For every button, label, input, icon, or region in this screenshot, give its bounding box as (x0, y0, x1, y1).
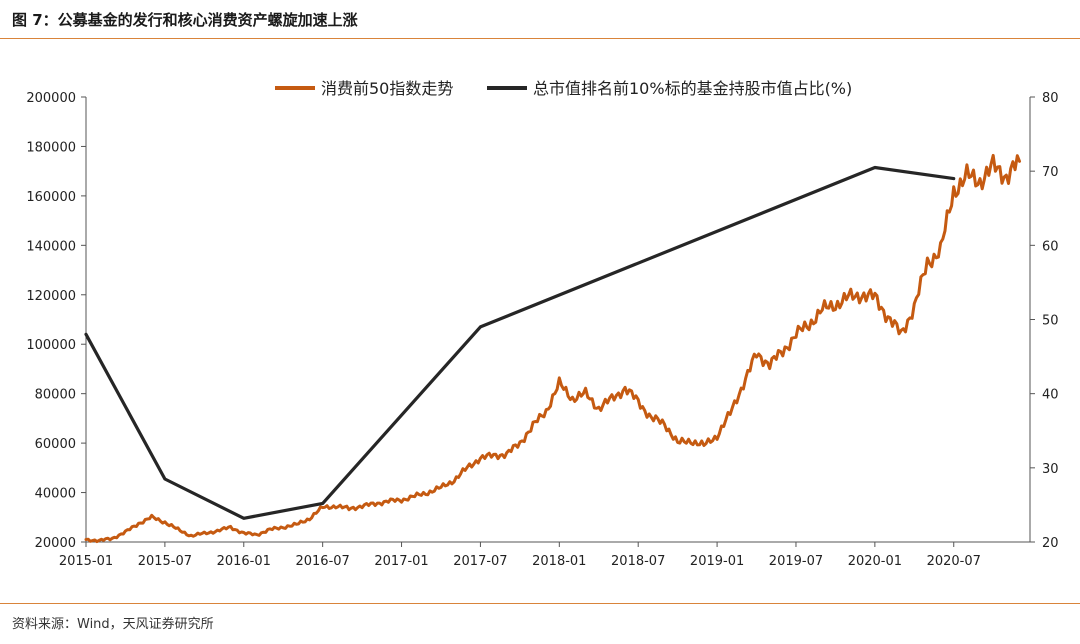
left-tick-label: 60000 (35, 437, 76, 452)
x-tick-label: 2016-07 (295, 554, 349, 569)
x-tick-label: 2017-01 (374, 554, 428, 569)
left-tick-label: 180000 (26, 140, 76, 155)
axes: 20000 40000 60000 80000 100000 120000 140000 16… (26, 91, 1058, 569)
x-tick-label: 2019-01 (690, 554, 744, 569)
left-tick-label: 100000 (26, 338, 76, 353)
x-tick-label: 2020-01 (848, 554, 902, 569)
legend-item-index: 消费前50指数走势 (275, 79, 453, 98)
source-note: 资料来源：Wind，天风证券研究所 (12, 617, 214, 632)
x-tick-label: 2018-07 (611, 554, 665, 569)
legend-label: 总市值排名前10%标的基金持股市值占比(%) (533, 79, 852, 98)
left-tick-label: 20000 (35, 536, 76, 551)
x-tick-label: 2015-07 (138, 554, 192, 569)
left-tick-label: 200000 (26, 91, 76, 106)
right-tick-label: 20 (1042, 536, 1059, 551)
left-tick-label: 160000 (26, 190, 76, 205)
series-line-share (84, 165, 956, 520)
legend-label: 消费前50指数走势 (321, 79, 453, 98)
series-line-index (84, 153, 1021, 544)
legend-item-share: 总市值排名前10%标的基金持股市值占比(%) (487, 79, 852, 98)
legend: 消费前50指数走势 总市值排名前10%标的基金持股市值占比(%) (275, 79, 852, 98)
right-tick-label: 40 (1042, 388, 1059, 403)
series-layer (84, 153, 1021, 544)
left-tick-label: 40000 (35, 487, 76, 502)
x-tick-label: 2020-07 (927, 554, 981, 569)
right-tick-label: 70 (1042, 165, 1059, 180)
header-divider (0, 38, 1080, 39)
right-tick-label: 80 (1042, 91, 1059, 106)
x-tick-label: 2015-01 (59, 554, 113, 569)
x-tick-label: 2017-07 (453, 554, 507, 569)
right-tick-label: 50 (1042, 314, 1059, 329)
right-tick-label: 30 (1042, 462, 1059, 477)
x-tick-label: 2019-07 (769, 554, 823, 569)
dual-axis-line-chart: 20000 40000 60000 80000 100000 120000 140000 16… (26, 79, 1058, 569)
left-tick-label: 140000 (26, 239, 76, 254)
right-tick-label: 60 (1042, 239, 1059, 254)
left-tick-label: 80000 (35, 388, 76, 403)
x-tick-label: 2016-01 (217, 554, 271, 569)
footer-divider (0, 603, 1080, 604)
x-tick-label: 2018-01 (532, 554, 586, 569)
page-title: 图 7：公募基金的发行和核心消费资产螺旋加速上涨 (12, 11, 358, 29)
left-tick-label: 120000 (26, 289, 76, 304)
